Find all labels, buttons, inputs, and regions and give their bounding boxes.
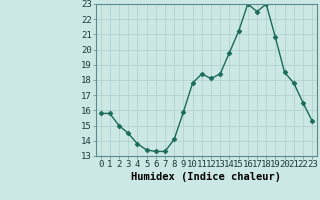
X-axis label: Humidex (Indice chaleur): Humidex (Indice chaleur) [132, 172, 281, 182]
